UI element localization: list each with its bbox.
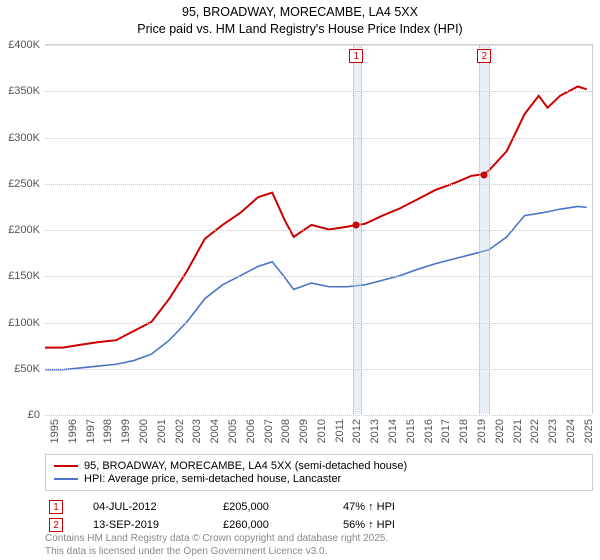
x-tick-label: 2017	[440, 419, 452, 443]
y-tick-label: £150K	[0, 270, 40, 282]
chart-plot-area: £0£50K£100K£150K£200K£250K£300K£350K£400…	[45, 44, 593, 414]
gridline-h	[45, 45, 592, 46]
title-line-2: Price paid vs. HM Land Registry's House …	[0, 21, 600, 38]
series-line	[45, 86, 587, 347]
x-tick-label: 2003	[191, 419, 203, 443]
sales-price: £205,000	[223, 501, 313, 513]
legend-swatch	[54, 465, 78, 467]
attribution-line-2: This data is licensed under the Open Gov…	[45, 546, 388, 559]
x-tick-label: 1996	[67, 419, 79, 443]
x-tick-label: 2010	[316, 419, 328, 443]
shaded-region	[353, 45, 362, 414]
x-tick-label: 2005	[227, 419, 239, 443]
sales-row: 2 13-SEP-2019 £260,000 56% ↑ HPI	[45, 518, 593, 532]
sales-pct: 56% ↑ HPI	[343, 519, 443, 531]
y-tick-label: £200K	[0, 224, 40, 236]
legend-item: HPI: Average price, semi-detached house,…	[54, 473, 584, 485]
x-tick-label: 2022	[529, 419, 541, 443]
legend-item: 95, BROADWAY, MORECAMBE, LA4 5XX (semi-d…	[54, 460, 584, 472]
y-tick-label: £400K	[0, 39, 40, 51]
x-tick-label: 2007	[263, 419, 275, 443]
sales-flag: 2	[49, 518, 63, 532]
y-tick-label: £350K	[0, 85, 40, 97]
x-tick-label: 2020	[494, 419, 506, 443]
sales-price: £260,000	[223, 519, 313, 531]
x-tick-label: 1999	[120, 419, 132, 443]
sales-pct: 47% ↑ HPI	[343, 501, 443, 513]
sales-date: 04-JUL-2012	[93, 501, 193, 513]
legend-label: HPI: Average price, semi-detached house,…	[84, 473, 341, 485]
x-tick-label: 2011	[334, 419, 346, 443]
legend-label: 95, BROADWAY, MORECAMBE, LA4 5XX (semi-d…	[84, 460, 407, 472]
legend-swatch	[54, 478, 78, 480]
y-tick-label: £0	[0, 409, 40, 421]
gridline-h	[45, 276, 592, 277]
chart-title: 95, BROADWAY, MORECAMBE, LA4 5XX Price p…	[0, 0, 600, 38]
x-tick-label: 1995	[49, 419, 61, 443]
y-tick-label: £100K	[0, 317, 40, 329]
x-tick-label: 2019	[476, 419, 488, 443]
sale-dot	[353, 222, 360, 229]
sale-flag: 1	[349, 49, 363, 63]
sale-flag: 2	[477, 49, 491, 63]
gridline-h	[45, 369, 592, 370]
gridline-h	[45, 91, 592, 92]
sales-table: 1 04-JUL-2012 £205,000 47% ↑ HPI 2 13-SEP-201…	[45, 500, 593, 536]
x-tick-label: 2023	[547, 419, 559, 443]
y-tick-label: £300K	[0, 132, 40, 144]
title-line-1: 95, BROADWAY, MORECAMBE, LA4 5XX	[0, 4, 600, 21]
x-tick-label: 2000	[138, 419, 150, 443]
legend: 95, BROADWAY, MORECAMBE, LA4 5XX (semi-d…	[45, 454, 593, 491]
sales-row: 1 04-JUL-2012 £205,000 47% ↑ HPI	[45, 500, 593, 514]
x-tick-label: 2009	[298, 419, 310, 443]
x-tick-label: 2016	[423, 419, 435, 443]
sales-flag: 1	[49, 500, 63, 514]
x-tick-label: 2002	[174, 419, 186, 443]
gridline-h	[45, 138, 592, 139]
x-tick-label: 2008	[280, 419, 292, 443]
x-tick-label: 2021	[512, 419, 524, 443]
x-tick-label: 2001	[156, 419, 168, 443]
y-tick-label: £50K	[0, 363, 40, 375]
x-tick-label: 2015	[405, 419, 417, 443]
x-tick-label: 2025	[583, 419, 595, 443]
x-tick-label: 2018	[458, 419, 470, 443]
shaded-region	[479, 45, 490, 414]
sales-date: 13-SEP-2019	[93, 519, 193, 531]
x-tick-label: 2004	[209, 419, 221, 443]
x-tick-label: 2014	[387, 419, 399, 443]
x-tick-label: 1998	[102, 419, 114, 443]
x-tick-label: 1997	[85, 419, 97, 443]
gridline-h	[45, 415, 592, 416]
x-tick-label: 2012	[351, 419, 363, 443]
x-tick-label: 2006	[245, 419, 257, 443]
y-tick-label: £250K	[0, 178, 40, 190]
gridline-h	[45, 323, 592, 324]
attribution-line-1: Contains HM Land Registry data © Crown c…	[45, 533, 388, 546]
gridline-h	[45, 230, 592, 231]
x-tick-label: 2024	[565, 419, 577, 443]
attribution: Contains HM Land Registry data © Crown c…	[45, 533, 388, 558]
sale-dot	[481, 171, 488, 178]
x-tick-label: 2013	[369, 419, 381, 443]
gridline-h	[45, 184, 592, 185]
